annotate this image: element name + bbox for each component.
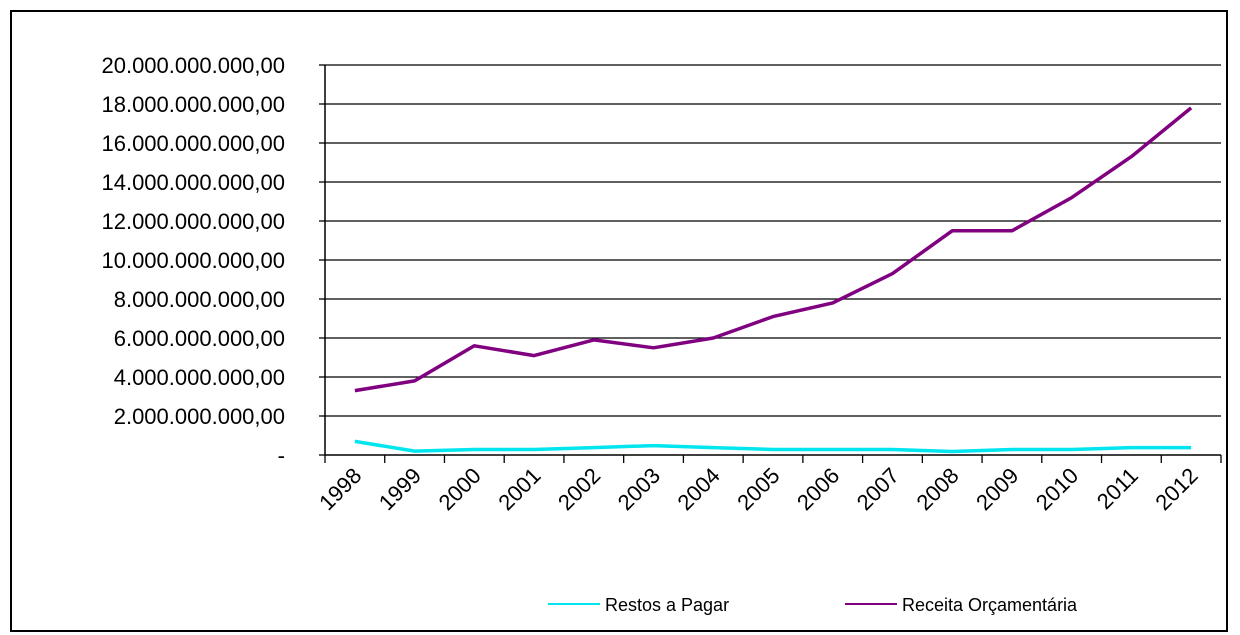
x-tick-label: 2011	[1092, 463, 1143, 514]
x-tick-label: 2012	[1150, 463, 1202, 515]
x-tick-label: 2002	[553, 463, 605, 515]
chart-frame	[10, 10, 1228, 632]
y-tick-label: 4.000.000.000,00	[114, 365, 285, 390]
x-tick-label: 1998	[314, 463, 366, 515]
legend-label: Receita Orçamentária	[902, 595, 1078, 615]
y-tick-label: 8.000.000.000,00	[114, 287, 285, 312]
y-tick-label: 2.000.000.000,00	[114, 404, 285, 429]
x-tick-label: 2000	[434, 463, 486, 515]
y-tick-label: 14.000.000.000,00	[101, 170, 285, 195]
y-tick-label: 16.000.000.000,00	[101, 131, 285, 156]
y-tick-label: 6.000.000.000,00	[114, 326, 285, 351]
x-tick-label: 2008	[911, 463, 963, 515]
y-tick-label: 12.000.000.000,00	[101, 209, 285, 234]
x-tick-label: 2001	[493, 463, 545, 515]
x-tick-label: 2003	[613, 463, 665, 515]
x-tick-label: 1999	[374, 463, 426, 515]
x-tick-label: 2010	[1031, 463, 1083, 515]
x-tick-label: 2004	[673, 463, 725, 515]
x-tick-label: 2007	[852, 463, 904, 515]
y-tick-label: -	[278, 443, 285, 468]
legend-label: Restos a Pagar	[605, 595, 729, 615]
series-line-restos-a-pagar	[354, 439, 1192, 454]
x-tick-label: 2005	[732, 463, 784, 515]
y-tick-label: 18.000.000.000,00	[101, 92, 285, 117]
y-tick-label: 20.000.000.000,00	[101, 53, 285, 78]
y-tick-label: 10.000.000.000,00	[101, 248, 285, 273]
x-tick-label: 2009	[971, 463, 1023, 515]
series-line-receita-orcamentaria	[354, 106, 1193, 393]
x-tick-label: 2006	[792, 463, 844, 515]
